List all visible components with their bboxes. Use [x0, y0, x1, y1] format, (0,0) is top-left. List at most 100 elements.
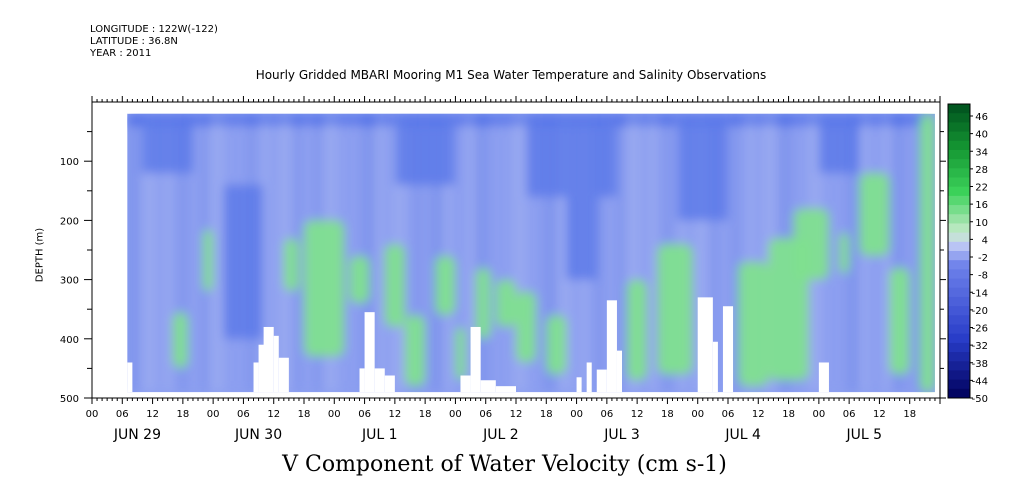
texture-stripe — [521, 113, 527, 393]
x-hour-tick-label: 18 — [419, 409, 432, 420]
positive-patch — [657, 244, 693, 375]
colorbar-label: -20 — [972, 306, 988, 317]
x-day-tick-label: JUL 5 — [846, 427, 883, 443]
x-day-tick-label: JUN 30 — [234, 427, 282, 443]
texture-stripe — [710, 113, 716, 393]
positive-patch — [738, 261, 769, 387]
positive-patch — [455, 326, 466, 381]
negative-band — [142, 113, 193, 174]
texture-stripe — [415, 113, 421, 393]
texture-stripe — [218, 113, 224, 393]
y-tick-label: 500 — [60, 394, 79, 405]
texture-stripe — [150, 113, 156, 393]
missing-region — [364, 312, 375, 393]
missing-region — [273, 335, 279, 393]
x-hour-tick-label: 06 — [479, 409, 492, 420]
negative-band — [526, 113, 617, 197]
positive-patch — [283, 238, 299, 292]
missing-region — [374, 368, 385, 393]
x-hour-tick-label: 00 — [449, 409, 462, 420]
negative-band — [677, 113, 728, 221]
positive-patch — [435, 255, 456, 316]
missing-region — [278, 357, 289, 393]
colorbar-bin — [948, 205, 970, 215]
chart-title: Hourly Gridded MBARI Mooring M1 Sea Wate… — [255, 68, 767, 82]
texture-stripe — [528, 113, 534, 393]
positive-patch — [859, 173, 890, 256]
x-hour-tick-label: 00 — [812, 409, 825, 420]
colorbar: 46 40 34 28 22 16 10 4 -2 -8 -14 -20 -26 -32 -38 -44 -50 — [947, 103, 988, 405]
missing-data-mask — [127, 297, 829, 393]
negative-band — [566, 196, 597, 280]
texture-stripe — [475, 113, 481, 393]
missing-region — [460, 375, 471, 393]
colorbar-bin — [948, 306, 970, 316]
texture-stripe — [460, 113, 466, 393]
texture-stripe — [551, 113, 557, 393]
texture-stripe — [892, 113, 898, 393]
x-hour-tick-label: 12 — [752, 409, 765, 420]
texture-stripe — [619, 113, 625, 393]
texture-stripe — [627, 113, 633, 393]
missing-region — [359, 368, 365, 393]
texture-stripe — [505, 113, 511, 393]
year-label: YEAR : 2011 — [90, 48, 152, 59]
colorbar-label: -38 — [972, 359, 988, 370]
texture-stripe — [369, 113, 375, 393]
x-hour-tick-label: 06 — [600, 409, 613, 420]
missing-region — [253, 362, 259, 393]
positive-patch — [404, 315, 426, 387]
positive-patch — [889, 267, 910, 375]
texture-stripe — [278, 113, 284, 393]
texture-stripe — [498, 113, 504, 393]
texture-stripe — [134, 113, 140, 393]
x-day-tick-label: JUN 29 — [113, 427, 161, 443]
colorbar-bin — [948, 168, 970, 178]
x-day-tick-label: JUL 3 — [603, 427, 640, 443]
texture-stripe — [172, 113, 178, 393]
x-hour-tick-label: 00 — [328, 409, 341, 420]
colorbar-label: -44 — [972, 376, 988, 387]
negative-band — [223, 184, 264, 339]
colorbar-label: 16 — [975, 200, 988, 211]
missing-region — [712, 341, 718, 393]
texture-stripe — [354, 113, 360, 393]
texture-stripe — [725, 113, 731, 393]
colorbar-label: 22 — [975, 183, 988, 194]
colorbar-bin — [948, 269, 970, 280]
colorbar-bin — [948, 296, 970, 307]
colorbar-bin — [948, 104, 970, 114]
x-hour-tick-label: 18 — [661, 409, 674, 420]
missing-region — [606, 300, 617, 393]
colorbar-bin — [948, 315, 970, 325]
texture-stripe — [854, 113, 860, 393]
colorbar-bin — [948, 159, 970, 169]
texture-stripe — [407, 113, 413, 393]
x-hour-tick-label: 12 — [510, 409, 523, 420]
colorbar-bin — [948, 342, 970, 353]
velocity-field — [127, 113, 935, 393]
texture-stripe — [180, 113, 186, 393]
texture-stripe — [445, 113, 451, 393]
x-hour-tick-label: 00 — [691, 409, 704, 420]
colorbar-bin — [948, 324, 970, 335]
texture-stripe — [483, 113, 489, 393]
positive-patch — [495, 279, 516, 327]
texture-stripe — [914, 113, 920, 393]
positive-patch — [546, 315, 567, 375]
texture-stripe — [899, 113, 905, 393]
colorbar-frame — [947, 103, 971, 399]
colorbar-bin — [948, 379, 970, 390]
colorbar-label: -32 — [972, 341, 988, 352]
missing-region — [576, 377, 582, 393]
x-ticks: 00 06 12 18 00 06 12 18 00 06 12 18 00 06 12 18 00 06 12 18… — [86, 96, 941, 443]
colorbar-bin — [948, 370, 970, 381]
colorbar-bin — [948, 352, 970, 362]
texture-stripe — [642, 113, 648, 393]
colorbar-bin — [948, 287, 970, 298]
texture-stripe — [377, 113, 383, 393]
missing-region — [470, 326, 481, 393]
texture-stripe — [543, 113, 549, 393]
missing-region — [818, 362, 829, 393]
